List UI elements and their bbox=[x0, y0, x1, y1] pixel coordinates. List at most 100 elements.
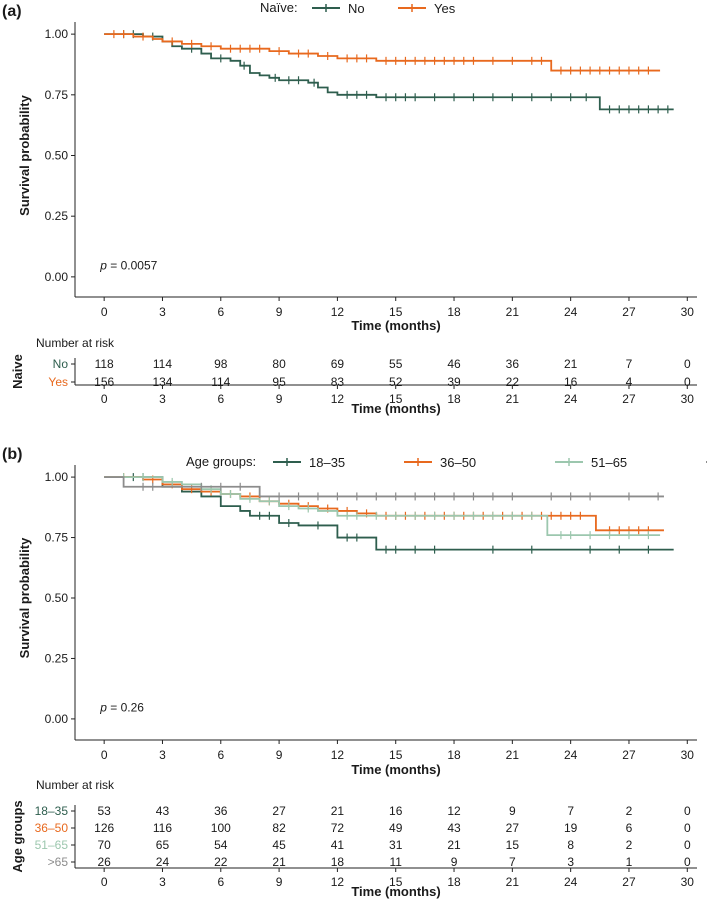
x-tick-label: 27 bbox=[622, 305, 636, 319]
risk-table-title: Number at risk bbox=[36, 778, 115, 792]
legend-label: 36–50 bbox=[440, 455, 476, 470]
legend-label: 51–65 bbox=[591, 455, 627, 470]
x-tick-label: 9 bbox=[276, 748, 283, 762]
panel-label: (b) bbox=[2, 446, 22, 463]
risk-x-tick-label: 0 bbox=[101, 875, 108, 889]
risk-x-tick-label: 6 bbox=[217, 392, 224, 406]
risk-cell: 43 bbox=[447, 821, 461, 835]
risk-x-tick-label: 3 bbox=[159, 875, 166, 889]
risk-x-tick-label: 15 bbox=[389, 392, 403, 406]
risk-cell: 19 bbox=[564, 821, 578, 835]
risk-x-tick-label: 15 bbox=[389, 875, 403, 889]
risk-cell: 98 bbox=[214, 357, 228, 371]
x-tick-label: 24 bbox=[564, 748, 578, 762]
risk-row-label: 18–35 bbox=[35, 804, 69, 818]
x-tick-label: 21 bbox=[506, 748, 520, 762]
risk-group-title: Age groups bbox=[10, 800, 25, 872]
y-tick-label: 1.00 bbox=[45, 27, 69, 41]
risk-cell: 4 bbox=[626, 375, 633, 389]
risk-cell: 12 bbox=[447, 804, 461, 818]
risk-cell: 45 bbox=[272, 838, 286, 852]
risk-row-label: 36–50 bbox=[35, 821, 69, 835]
legend-label: No bbox=[348, 1, 365, 16]
x-tick-label: 15 bbox=[389, 748, 403, 762]
risk-cell: 100 bbox=[211, 821, 231, 835]
p-value-text: = 0.26 bbox=[107, 701, 144, 715]
risk-cell: 46 bbox=[447, 357, 461, 371]
risk-cell: 9 bbox=[509, 804, 516, 818]
y-tick-label: 0.75 bbox=[45, 88, 69, 102]
risk-cell: 95 bbox=[272, 375, 286, 389]
risk-cell: 43 bbox=[156, 804, 170, 818]
x-tick-label: 3 bbox=[159, 748, 166, 762]
risk-cell: 0 bbox=[684, 821, 691, 835]
risk-x-tick-label: 18 bbox=[447, 392, 461, 406]
y-tick-label: 0.50 bbox=[45, 591, 69, 605]
risk-cell: 156 bbox=[94, 375, 114, 389]
risk-row-label: No bbox=[53, 357, 69, 371]
risk-group-title: Naive bbox=[10, 354, 25, 389]
risk-x-tick-label: 27 bbox=[622, 875, 636, 889]
risk-cell: 27 bbox=[506, 821, 520, 835]
risk-cell: 116 bbox=[153, 821, 172, 835]
x-tick-label: 6 bbox=[217, 305, 224, 319]
risk-row-label: >65 bbox=[48, 855, 69, 869]
y-tick-label: 0.25 bbox=[45, 209, 69, 223]
risk-cell: 65 bbox=[156, 838, 170, 852]
risk-cell: 49 bbox=[389, 821, 403, 835]
risk-cell: 36 bbox=[506, 357, 520, 371]
risk-cell: 21 bbox=[272, 855, 286, 869]
x-axis-title: Time (months) bbox=[351, 762, 440, 777]
x-tick-label: 30 bbox=[681, 748, 695, 762]
x-tick-label: 0 bbox=[101, 748, 108, 762]
risk-cell: 21 bbox=[564, 357, 578, 371]
risk-cell: 69 bbox=[331, 357, 345, 371]
risk-cell: 21 bbox=[331, 804, 345, 818]
y-tick-label: 0.00 bbox=[45, 712, 69, 726]
risk-cell: 0 bbox=[684, 804, 691, 818]
risk-cell: 72 bbox=[331, 821, 345, 835]
risk-cell: 134 bbox=[152, 375, 172, 389]
risk-cell: 0 bbox=[684, 855, 691, 869]
survival-curve-Yes bbox=[104, 33, 661, 72]
risk-cell: 52 bbox=[389, 375, 403, 389]
p-value-text: = 0.0057 bbox=[107, 259, 158, 273]
risk-cell: 0 bbox=[684, 375, 691, 389]
risk-cell: 7 bbox=[509, 855, 516, 869]
legend-title: Age groups: bbox=[186, 454, 256, 469]
risk-x-tick-label: 9 bbox=[276, 875, 283, 889]
risk-cell: 9 bbox=[451, 855, 458, 869]
risk-cell: 39 bbox=[447, 375, 461, 389]
risk-x-tick-label: 24 bbox=[564, 392, 578, 406]
risk-cell: 36 bbox=[214, 804, 228, 818]
risk-cell: 41 bbox=[331, 838, 345, 852]
risk-table-title: Number at risk bbox=[36, 336, 115, 350]
risk-cell: 0 bbox=[684, 357, 691, 371]
y-tick-label: 0.75 bbox=[45, 531, 69, 545]
legend-label: 18–35 bbox=[309, 455, 345, 470]
p-symbol: p bbox=[99, 701, 107, 715]
y-axis-title: Survival probability bbox=[17, 537, 32, 658]
y-tick-label: 0.00 bbox=[45, 270, 69, 284]
risk-cell: 2 bbox=[626, 838, 633, 852]
risk-cell: 15 bbox=[506, 838, 520, 852]
x-tick-label: 30 bbox=[681, 305, 695, 319]
risk-cell: 0 bbox=[684, 838, 691, 852]
x-tick-label: 0 bbox=[101, 305, 108, 319]
y-tick-label: 1.00 bbox=[45, 470, 69, 484]
p-value-label: p = 0.26 bbox=[99, 701, 144, 715]
p-symbol: p bbox=[99, 259, 107, 273]
risk-cell: 54 bbox=[214, 838, 228, 852]
risk-cell: 31 bbox=[389, 838, 403, 852]
risk-cell: 80 bbox=[272, 357, 286, 371]
risk-cell: 114 bbox=[211, 375, 230, 389]
risk-cell: 53 bbox=[97, 804, 111, 818]
risk-cell: 7 bbox=[626, 357, 633, 371]
y-tick-label: 0.50 bbox=[45, 149, 69, 163]
risk-x-tick-label: 21 bbox=[506, 392, 520, 406]
risk-cell: 114 bbox=[153, 357, 172, 371]
risk-x-tick-label: 12 bbox=[331, 392, 345, 406]
risk-cell: 21 bbox=[447, 838, 461, 852]
x-tick-label: 18 bbox=[447, 305, 461, 319]
